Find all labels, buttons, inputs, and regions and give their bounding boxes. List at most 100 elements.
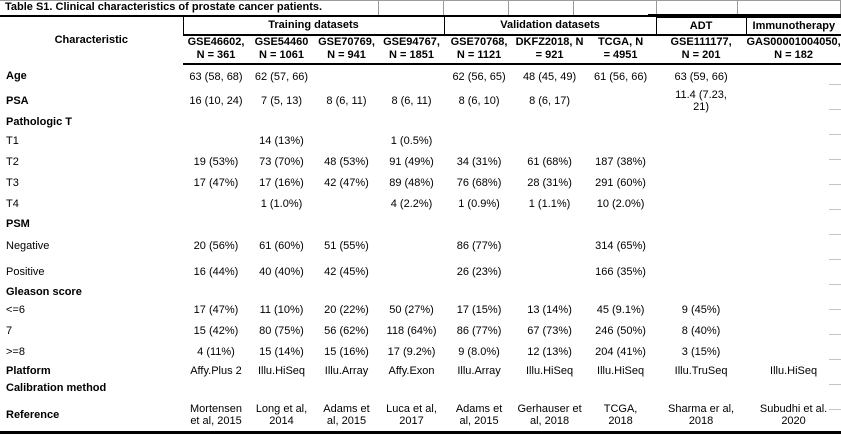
caption-column-tick (737, 0, 738, 15)
cell (746, 64, 841, 89)
row-label: T1 (6, 135, 19, 147)
cell: 86 (77%) (456, 239, 502, 252)
cell: 16 (44%) (193, 265, 239, 278)
cell: 61 (60%) (259, 239, 304, 252)
cell (656, 215, 746, 233)
cell (444, 215, 514, 233)
cell: 8 (6, 11) (326, 95, 367, 107)
cell: 1 (1.1%) (528, 198, 571, 210)
cell: 62 (57, 66) (254, 70, 309, 83)
column-header: GSE54460 N = 1061 (249, 34, 314, 65)
table-row: Calibration method (0, 380, 841, 397)
cell: 4 (11%) (197, 346, 235, 358)
row-label: <=6 (6, 304, 25, 316)
cell (249, 380, 314, 397)
table-bottom-rule (0, 431, 841, 434)
cell: 86 (77%) (456, 325, 502, 337)
caption-column-tick (508, 0, 509, 15)
cell (746, 342, 841, 363)
adt-immuno-top-rule (648, 14, 841, 17)
table-row: Platform Affy.Plus 2 Illu.HiSeq Illu.Array A… (0, 363, 841, 380)
row-gridline-tick (829, 184, 841, 185)
table-row: >=8 4 (11%) 15 (14%) 15 (16%) 17 (9.2%) 9 (8.… (0, 342, 841, 363)
cell: 246 (50%) (595, 325, 646, 337)
cell (444, 380, 514, 397)
cell (314, 194, 379, 215)
cell (183, 215, 249, 233)
row-gridline-tick (829, 384, 841, 385)
table-row: Age 63 (58, 68) 62 (57, 66) 62 (56, 65) 48 (… (0, 64, 841, 89)
cell: 8 (6, 11) (391, 95, 432, 107)
row-label: Negative (6, 239, 50, 252)
cell (249, 215, 314, 233)
cell (656, 259, 746, 285)
row-gridline-tick (829, 134, 841, 135)
cell: Illu.TruSeq (674, 365, 728, 377)
cell: 67 (73%) (527, 325, 572, 337)
cell: 40 (40%) (259, 265, 304, 278)
cell: 91 (49%) (389, 156, 434, 168)
table-row: T3 17 (47%) 17 (16%) 42 (47%) 89 (48%) 76 (68… (0, 173, 841, 194)
row-label: T4 (6, 198, 19, 210)
cell (656, 233, 746, 259)
cell: 48 (45, 49) (522, 70, 577, 83)
cell (656, 285, 746, 300)
table-row: Gleason score (0, 285, 841, 300)
column-header: GSE94767, N = 1851 (379, 34, 445, 65)
table-row: Negative 20 (56%) 61 (60%) 51 (55%) 86 (77%)… (0, 233, 841, 259)
row-gridline-tick (829, 259, 841, 260)
cell: 20 (22%) (324, 304, 369, 316)
cell: 61 (56, 66) (593, 70, 648, 83)
group-header: Training datasets (182, 16, 445, 36)
row-label: Gleason score (6, 286, 82, 298)
table-head: Characteristic Training datasets Validatio… (0, 15, 841, 65)
cell: 16 (10, 24) (189, 95, 243, 107)
row-gridline-tick (829, 159, 841, 160)
cell (746, 380, 841, 397)
table-row: Pathologic T (0, 114, 841, 131)
cell: 51 (55%) (324, 239, 369, 252)
caption-column-tick (378, 0, 379, 15)
cell (746, 152, 841, 173)
cell: 17 (15%) (456, 304, 502, 316)
table-row: T1 14 (13%) 1 (0.5%) (0, 131, 841, 152)
row-gridline-tick (829, 284, 841, 285)
cell: Luca et al, 2017 (386, 403, 437, 427)
cell (585, 131, 656, 152)
cell: Illu.HiSeq (257, 365, 306, 377)
cell (746, 194, 841, 215)
cell: Illu.Array (457, 365, 501, 377)
row-gridline-tick (829, 84, 841, 85)
caption-column-tick (573, 0, 574, 15)
cell: 8 (6, 17) (529, 95, 571, 107)
cell: 17 (16%) (259, 177, 304, 189)
cell (314, 114, 379, 131)
table-row: T4 1 (1.0%) 4 (2.2%) 1 (0.9%) 1 (1.1%) 10 (2.… (0, 194, 841, 215)
cell: 8 (40%) (681, 325, 721, 337)
cell: 20 (56%) (193, 239, 239, 252)
cell (514, 285, 585, 300)
cell (746, 233, 841, 259)
cell: 15 (14%) (259, 346, 304, 358)
cell: 50 (27%) (389, 304, 434, 316)
cell (656, 131, 746, 152)
cell: 9 (45%) (681, 304, 721, 316)
cell: 19 (53%) (193, 156, 239, 168)
cell (314, 131, 379, 152)
cell (314, 64, 379, 89)
cell (379, 285, 444, 300)
cell (514, 380, 585, 397)
cell (379, 259, 444, 285)
cell (379, 233, 444, 259)
column-header: GSE111177, N = 201 (656, 34, 747, 65)
cell: 48 (53%) (324, 156, 369, 168)
cell: 26 (23%) (456, 265, 502, 278)
cell (379, 215, 444, 233)
cell: 118 (64%) (386, 325, 437, 337)
row-gridline-tick (829, 309, 841, 310)
cell (379, 114, 444, 131)
cell (585, 215, 656, 233)
column-header: TCGA, N = 4951 (585, 34, 657, 65)
cell: Adams et al, 2015 (455, 403, 503, 427)
column-header: DKFZ2018, N = 921 (514, 34, 586, 65)
